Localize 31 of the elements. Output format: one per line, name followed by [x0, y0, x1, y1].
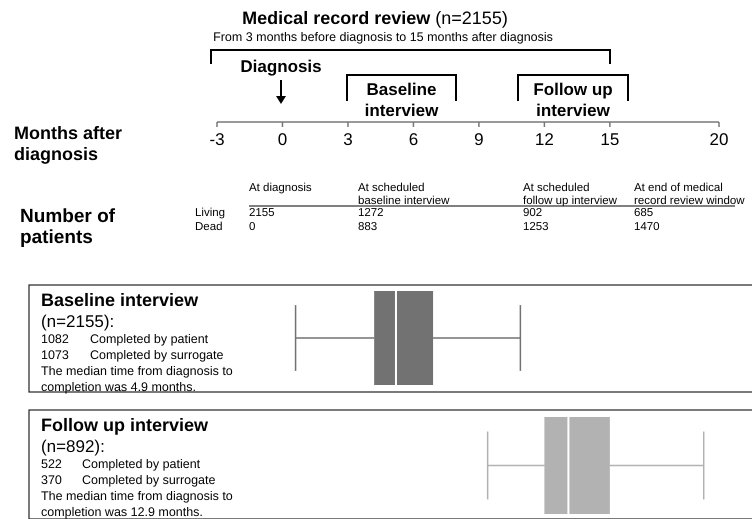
text: Number of patients: [20, 206, 116, 248]
text: 1272: [358, 207, 384, 219]
x-tick-label: 9: [474, 130, 484, 149]
chart-subtitle: From 3 months before diagnosis to 15 months after diagnosis: [213, 30, 553, 44]
x-tick-label: 12: [534, 130, 554, 149]
x-tick-label: -3: [209, 130, 225, 149]
x-tick-label: 6: [408, 130, 418, 149]
text: 883: [358, 221, 378, 233]
text: 1253: [523, 221, 549, 233]
text: 0: [249, 221, 256, 233]
text: 902: [523, 207, 542, 219]
x-axis-title: Months after diagnosis: [14, 123, 122, 164]
x-tick-label: 20: [710, 130, 728, 149]
x-tick-label: 3: [343, 130, 353, 149]
x-tick-label: 15: [600, 130, 620, 149]
x-tick-label: 0: [278, 130, 288, 149]
text: 2155: [249, 207, 275, 219]
text: 1470: [634, 221, 660, 233]
text: At diagnosis: [249, 182, 312, 194]
text: Dead: [195, 221, 222, 233]
text: At end of medical record review window: [634, 182, 746, 207]
text: Diagnosis: [240, 57, 322, 76]
text: At scheduled baseline interview: [358, 182, 450, 207]
text: At scheduled follow up interview: [523, 182, 618, 207]
text: Living: [195, 207, 226, 219]
text: Follow up interview: [533, 80, 613, 120]
text: (n=892): 522 Completed by patient 370 Completed by surrogate The median time from diagnosis to completion was 12.9 months.: [41, 437, 233, 519]
text: (n=2155): 1082 Completed by patient 1073 Completed by surrogate The median time from diagnosis to completion was 4.9 months.: [41, 312, 233, 394]
chart-title: Medical record review (n=2155): [242, 8, 508, 28]
text: Baseline interview: [364, 80, 440, 120]
text: 685: [634, 207, 654, 219]
